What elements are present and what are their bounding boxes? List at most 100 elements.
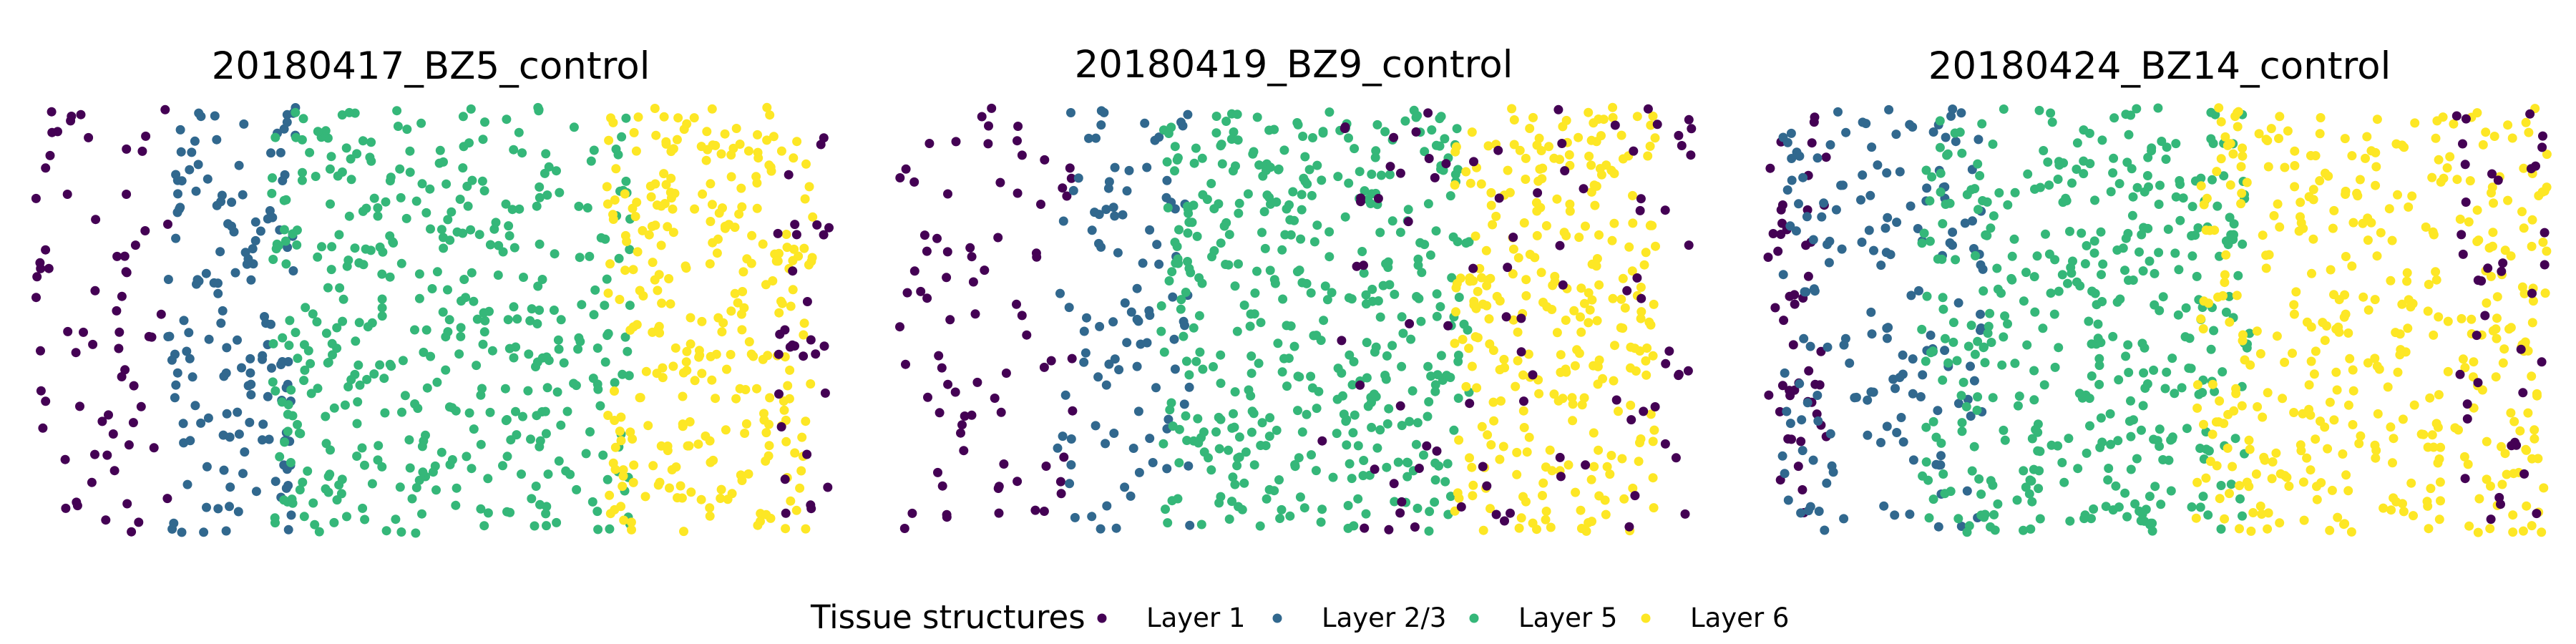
data-point <box>785 342 795 352</box>
data-point <box>452 483 462 493</box>
data-point <box>2434 454 2444 464</box>
data-point <box>246 275 256 285</box>
data-point <box>1216 379 1226 389</box>
data-point <box>1340 212 1350 222</box>
data-point <box>530 521 540 531</box>
data-point <box>1616 294 1626 304</box>
data-point <box>1375 425 1385 435</box>
data-point <box>1056 489 1066 499</box>
data-point <box>267 188 277 198</box>
data-point <box>2089 504 2099 514</box>
data-point <box>1094 238 1103 248</box>
data-point <box>1500 516 1509 526</box>
data-point <box>2439 173 2449 183</box>
data-point <box>769 132 779 142</box>
data-point <box>353 360 364 370</box>
data-point <box>1243 189 1253 199</box>
data-point <box>1503 165 1513 175</box>
data-point <box>2278 394 2288 404</box>
data-point <box>2325 525 2335 535</box>
data-point <box>1198 190 1208 200</box>
data-point <box>1990 525 2000 535</box>
data-point <box>1344 178 1354 188</box>
data-point <box>1120 298 1130 308</box>
data-point <box>2029 272 2039 282</box>
data-point <box>391 514 401 525</box>
data-point <box>527 304 537 314</box>
data-point <box>2424 524 2434 534</box>
data-point <box>1590 200 1600 210</box>
legend-label: Layer 2/3 <box>1322 602 1446 633</box>
data-point <box>2184 364 2194 373</box>
data-point <box>1802 212 1812 222</box>
data-point <box>245 417 255 427</box>
data-point <box>1126 491 1136 501</box>
data-point <box>353 397 363 407</box>
data-point <box>1541 221 1551 230</box>
data-point <box>1610 120 1620 130</box>
data-point <box>201 268 211 278</box>
data-point <box>2307 268 2316 278</box>
data-point <box>1229 422 1239 432</box>
data-point <box>381 197 391 207</box>
data-point <box>2269 211 2279 220</box>
data-point <box>1332 429 1342 439</box>
data-point <box>275 452 285 462</box>
data-point <box>527 494 537 504</box>
data-point <box>1478 525 1488 535</box>
data-point <box>1195 347 1205 357</box>
data-point <box>2145 256 2155 266</box>
data-point <box>1390 497 1400 507</box>
data-point <box>773 228 783 238</box>
data-point <box>1420 240 1430 250</box>
data-point <box>1495 365 1505 375</box>
data-point <box>1245 321 1255 331</box>
data-point <box>1493 145 1503 155</box>
data-point <box>1951 137 1961 147</box>
data-point <box>1567 393 1577 403</box>
data-point <box>485 240 495 250</box>
data-point <box>177 527 187 537</box>
data-point <box>2129 415 2138 425</box>
data-point <box>76 109 86 119</box>
data-point <box>381 526 391 536</box>
data-point <box>2527 241 2537 251</box>
data-point <box>640 492 650 502</box>
data-point <box>373 455 383 465</box>
data-point <box>2027 434 2037 444</box>
data-point <box>2193 223 2203 233</box>
data-point <box>360 514 370 525</box>
data-point <box>1430 386 1440 396</box>
data-point <box>2538 238 2548 247</box>
data-point <box>1636 307 1646 317</box>
data-point <box>1643 104 1653 114</box>
data-point <box>678 391 688 401</box>
data-point <box>1985 308 1995 318</box>
data-point <box>1454 293 1464 302</box>
data-point <box>2409 511 2418 521</box>
data-point <box>1458 334 1468 344</box>
data-point <box>668 228 678 238</box>
data-point <box>204 334 214 344</box>
data-point <box>445 459 455 469</box>
data-point <box>2233 122 2243 132</box>
data-point <box>811 349 821 359</box>
data-point <box>592 343 602 353</box>
data-point <box>824 223 834 233</box>
data-point <box>1229 409 1238 419</box>
data-point <box>1999 104 2009 114</box>
data-point <box>443 285 452 295</box>
data-point <box>675 481 686 491</box>
data-point <box>124 440 134 450</box>
data-point <box>329 403 339 413</box>
data-point <box>1162 175 1172 185</box>
data-point <box>300 365 310 375</box>
data-point <box>2082 240 2092 250</box>
data-point <box>291 107 301 117</box>
data-point <box>185 353 195 364</box>
data-point <box>2403 323 2413 333</box>
data-point <box>1163 414 1174 424</box>
data-point <box>1645 141 1655 151</box>
data-point <box>411 196 421 206</box>
data-point <box>2238 511 2247 521</box>
